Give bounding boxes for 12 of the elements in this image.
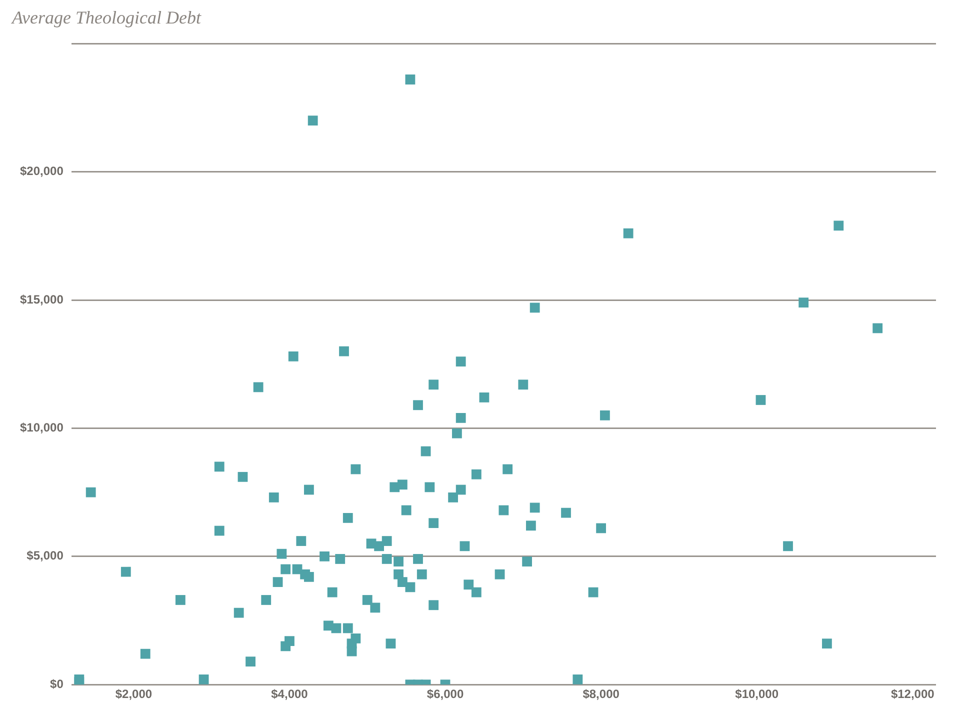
chart-title: Average Theological Debt [11, 8, 202, 28]
y-tick-label: $15,000 [20, 292, 64, 306]
y-tick-label: $10,000 [20, 420, 64, 435]
x-tick-label: $2,000 [115, 687, 152, 702]
x-tick-label: $8,000 [582, 687, 620, 702]
x-tick-label: $4,000 [271, 687, 308, 702]
x-tick-label: $6,000 [426, 687, 464, 702]
y-tick-label: $20,000 [20, 164, 64, 178]
x-tick-label: $12,000 [890, 687, 935, 702]
y-tick-label: $0 [50, 676, 64, 691]
x-tick-label: $10,000 [735, 687, 779, 702]
y-tick-label: $5,000 [26, 548, 64, 563]
